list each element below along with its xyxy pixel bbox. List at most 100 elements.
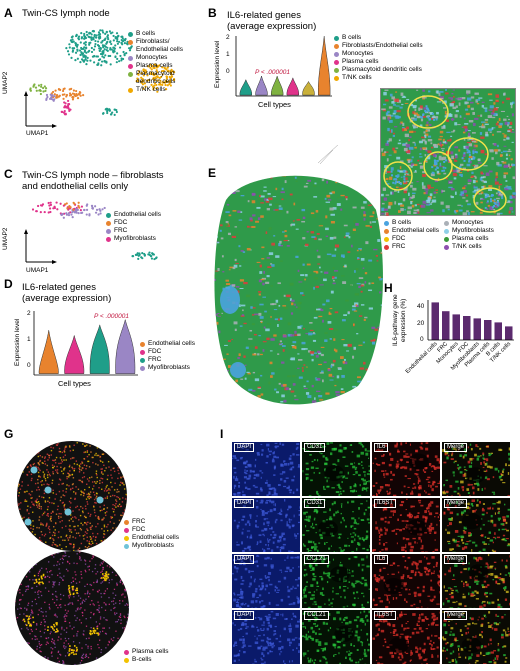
spatial-e-cell xyxy=(316,377,321,381)
spatial-e-cell xyxy=(353,323,355,326)
spatial-g1-cell xyxy=(47,476,49,479)
spatial-g2-bcell xyxy=(40,576,43,579)
violin-b-ytick-2: 2 xyxy=(226,34,230,41)
spatial-g1-cell xyxy=(36,498,38,500)
spatial-f-cell xyxy=(391,191,394,195)
spatial-g2-cell xyxy=(125,625,127,627)
spatial-g1-cell xyxy=(86,455,89,458)
spatial-g2-cell xyxy=(123,627,126,629)
spatial-g1-cell xyxy=(86,451,89,453)
spatial-f-cell xyxy=(479,131,483,135)
umap-a-point xyxy=(81,53,84,56)
umap-a-point xyxy=(92,48,96,51)
spatial-g1-cell xyxy=(70,543,72,545)
spatial-g2-cell xyxy=(26,653,29,656)
spatial-g2-bcell xyxy=(33,582,36,584)
spatial-g2-cell xyxy=(25,585,27,588)
spatial-f-cell xyxy=(458,149,461,152)
umap-c-point xyxy=(94,211,98,214)
spatial-e-cell xyxy=(321,379,324,383)
spatial-g1-cell xyxy=(126,494,127,497)
spatial-g1-cell xyxy=(118,442,120,445)
spatial-e-cell xyxy=(242,309,244,312)
spatial-f-cell xyxy=(496,131,502,133)
spatial-g2-cell xyxy=(19,589,21,591)
spatial-g2-bcell xyxy=(41,581,43,584)
spatial-e-cell xyxy=(365,241,369,245)
spatial-e-cell xyxy=(332,276,337,279)
spatial-e-cell xyxy=(326,180,329,184)
umap-a-point xyxy=(156,70,159,74)
spatial-f-cell xyxy=(475,201,479,205)
spatial-e-cell xyxy=(214,321,217,324)
spatial-g2-cell xyxy=(127,591,129,594)
spatial-g2-bcell xyxy=(50,626,53,628)
spatial-e-cell xyxy=(352,355,355,359)
spatial-e-cell xyxy=(214,393,218,396)
spatial-e-cell xyxy=(323,175,329,177)
spatial-f-cell xyxy=(479,177,483,181)
spatial-e-cell xyxy=(250,306,253,309)
spatial-f-cell xyxy=(478,126,482,128)
spatial-g2-cell xyxy=(23,560,25,562)
spatial-e-cell xyxy=(358,344,363,346)
spatial-g1-cell xyxy=(23,516,25,519)
spatial-e-cell xyxy=(382,424,384,426)
spatial-f-cell xyxy=(508,163,510,167)
spatial-f-cell xyxy=(445,151,448,155)
spatial-e-cell xyxy=(221,364,226,368)
umap-c-point xyxy=(39,211,42,214)
bar-fdc xyxy=(463,316,471,340)
spatial-e-cell xyxy=(360,206,365,209)
spatial-e-cell xyxy=(285,298,290,301)
if-channel-label: Merge xyxy=(444,555,468,564)
spatial-g1-cell xyxy=(62,472,65,475)
spatial-e-cell xyxy=(344,196,348,199)
spatial-g2-bcell xyxy=(70,652,73,654)
spatial-e-cell xyxy=(352,385,357,388)
spatial-g2-cell xyxy=(48,603,50,606)
spatial-g1-cell xyxy=(93,498,96,501)
spatial-g1-cell xyxy=(61,548,63,550)
spatial-f-cell xyxy=(394,126,398,128)
spatial-g1-cell xyxy=(52,459,54,462)
spatial-e-cell xyxy=(322,319,324,323)
spatial-g2-cell xyxy=(79,551,81,554)
spatial-e-cell xyxy=(335,181,338,184)
spatial-g1-cell xyxy=(94,515,97,517)
spatial-f-cell xyxy=(393,103,396,106)
spatial-e-cell xyxy=(254,378,260,382)
spatial-e-cell xyxy=(231,284,236,287)
spatial-e-cell xyxy=(341,339,345,341)
spatial-f-cell xyxy=(439,162,442,166)
spatial-f-cell xyxy=(386,212,389,216)
spatial-f-cell xyxy=(425,129,431,132)
spatial-f-cell xyxy=(439,165,442,168)
spatial-g2-bcell xyxy=(68,654,70,657)
spatial-g1-cell xyxy=(78,509,80,511)
umap-a-point xyxy=(117,40,121,43)
spatial-f-cell xyxy=(451,155,454,159)
spatial-g1-cell xyxy=(90,538,92,541)
spatial-f-cell xyxy=(501,160,504,163)
spatial-f-cell xyxy=(412,194,415,199)
spatial-g1-cell xyxy=(126,492,127,494)
spatial-e-cell xyxy=(309,351,315,354)
spatial-g2-cell xyxy=(78,558,81,560)
spatial-g1-cell xyxy=(69,506,71,509)
if-channel-label: DAPI xyxy=(234,611,255,620)
spatial-f-cell xyxy=(484,108,488,113)
spatial-g1-cell xyxy=(34,500,37,502)
spatial-f-bcell xyxy=(443,160,446,163)
spatial-g1-cell xyxy=(122,467,125,469)
spatial-g2-cell xyxy=(67,610,69,612)
spatial-f-bcell xyxy=(428,118,431,121)
spatial-g1-cell xyxy=(121,527,123,529)
spatial-e-cell xyxy=(335,349,338,353)
spatial-g2-cell xyxy=(51,638,53,640)
spatial-g1-cell xyxy=(31,497,33,499)
spatial-g1-cell xyxy=(65,446,68,448)
legend-dot xyxy=(124,657,129,663)
spatial-f-cell xyxy=(402,127,405,129)
umap-a-point xyxy=(136,77,139,80)
